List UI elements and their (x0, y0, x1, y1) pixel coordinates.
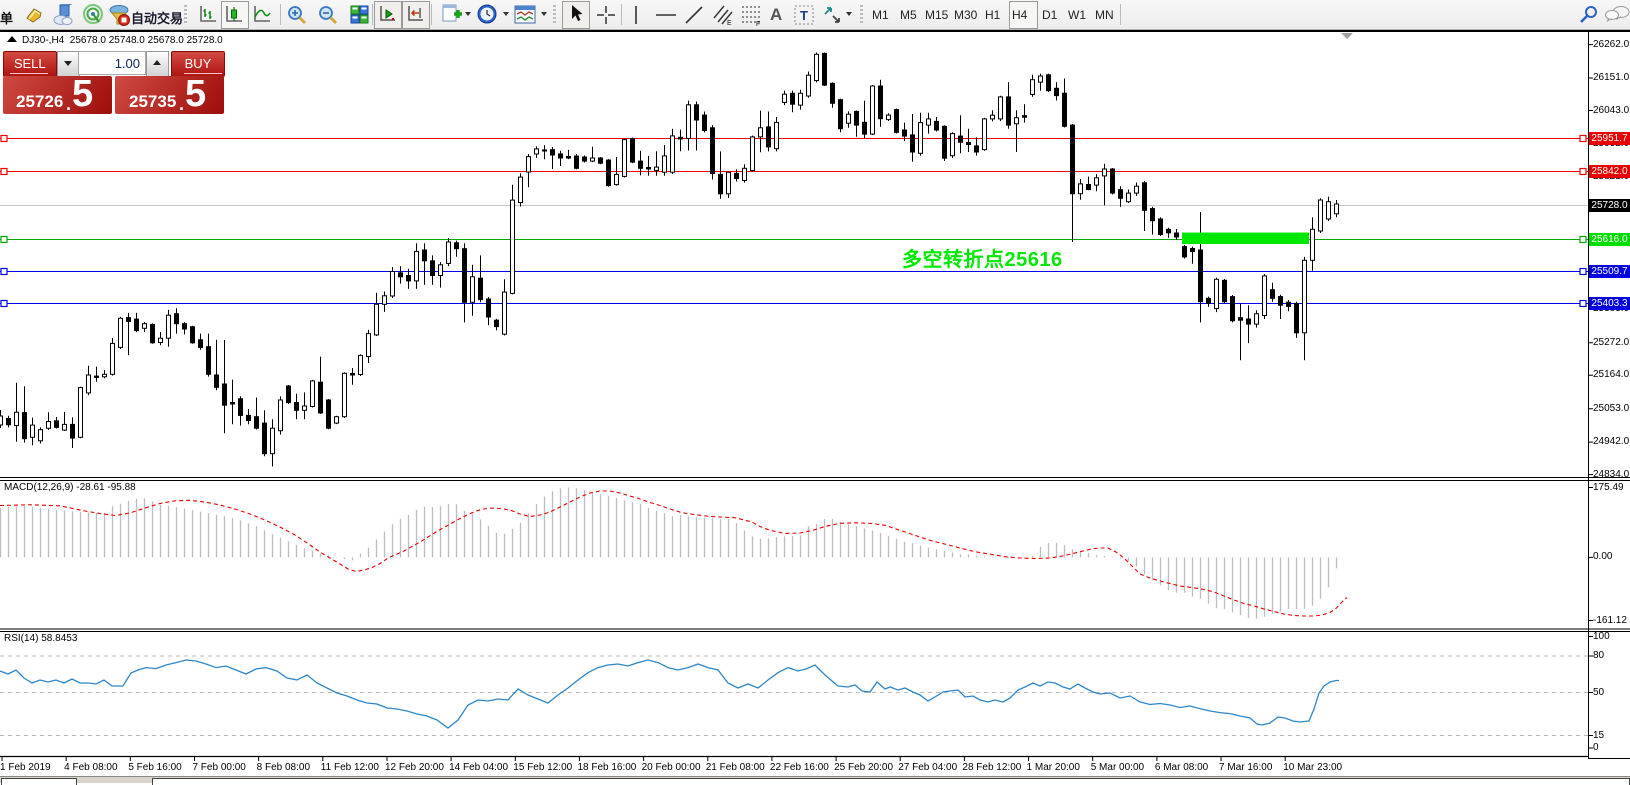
svg-text:E: E (727, 20, 732, 26)
svg-text:F: F (756, 21, 760, 26)
svg-text:T: T (800, 8, 808, 23)
